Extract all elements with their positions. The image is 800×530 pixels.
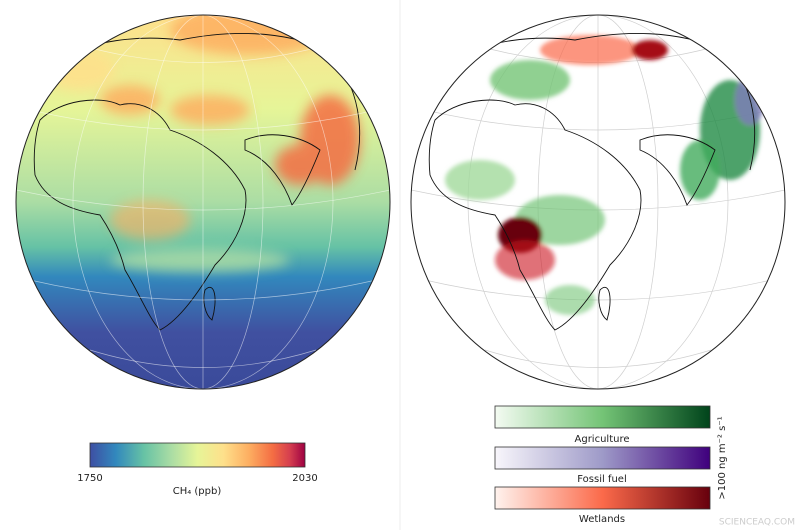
- emissions-globe: [411, 15, 785, 389]
- colorbar: [494, 486, 711, 510]
- methane-globe: [16, 15, 390, 389]
- colorbar-max: 2030: [292, 473, 317, 484]
- colorbar: [494, 405, 711, 429]
- colorbar: [494, 446, 711, 470]
- colorbar-label: Wetlands: [579, 514, 625, 525]
- watermark: SCIENCEAQ.COM: [719, 518, 795, 528]
- colorbar-label: Fossil fuel: [577, 474, 626, 485]
- colorbar-min: 1750: [77, 473, 102, 484]
- colorbar-label: CH₄ (ppb): [173, 486, 222, 497]
- colorbar: [89, 442, 306, 468]
- unit-label: >100 ng m⁻² s⁻¹: [717, 416, 728, 499]
- colorbar-label: Agriculture: [575, 434, 630, 445]
